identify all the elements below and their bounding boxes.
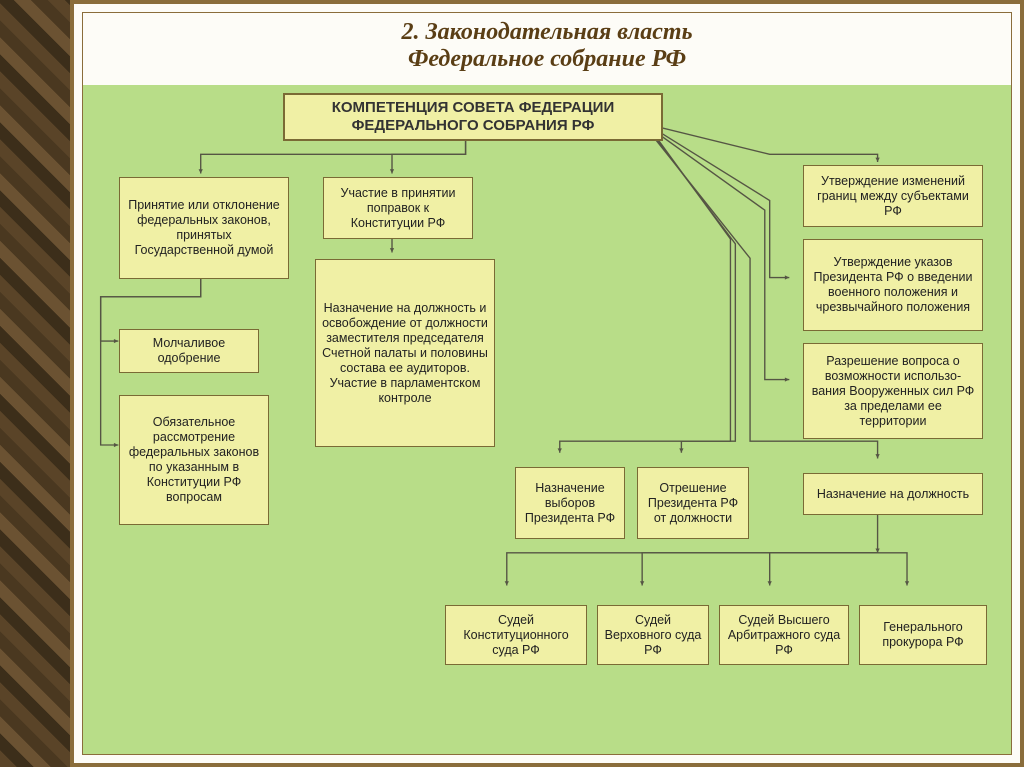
box-supreme-court: Судей Верховного суда РФ [597, 605, 709, 665]
box-armed-forces: Разрешение вопроса о возможности использ… [803, 343, 983, 439]
box-martial-law: Утверждение указов Президента РФ о вве­д… [803, 239, 983, 331]
box-appointments: Назначение на должность [803, 473, 983, 515]
box-audit-chamber: Назначение на должность и освобождение о… [315, 259, 495, 447]
title-line-2: Федеральное собрание РФ [83, 46, 1011, 73]
title-line-1: 2. Законодательная власть [83, 19, 1011, 46]
box-accept-reject-laws: Принятие или отклонение федеральных зако… [119, 177, 289, 279]
slide-frame: 2. Законодательная власть Федеральное со… [70, 0, 1024, 767]
box-silent-approval: Молчаливое одобрение [119, 329, 259, 373]
box-mandatory-review: Обязательное рассмотрение федеральных за… [119, 395, 269, 525]
diagram-area: КОМПЕТЕНЦИЯ СОВЕТА ФЕДЕРАЦИИ ФЕДЕРАЛЬНОГ… [83, 85, 1011, 754]
header-text: КОМПЕТЕНЦИЯ СОВЕТА ФЕДЕРАЦИИ ФЕДЕРАЛЬНОГ… [291, 99, 655, 135]
slide-inner: 2. Законодательная власть Федеральное со… [82, 12, 1012, 755]
box-constitution-amendments: Участие в принятии поправок к Конституци… [323, 177, 473, 239]
decorative-sidebar [0, 0, 70, 767]
box-border-changes: Утверждение изменений границ между субъе… [803, 165, 983, 227]
box-constitutional-court: Судей Конституционного суда РФ [445, 605, 587, 665]
box-arbitration-court: Судей Высшего Арбитражного суда РФ [719, 605, 849, 665]
header-box: КОМПЕТЕНЦИЯ СОВЕТА ФЕДЕРАЦИИ ФЕДЕРАЛЬНОГ… [283, 93, 663, 141]
box-prosecutor-general: Генерального прокурора РФ [859, 605, 987, 665]
box-president-removal: Отрешение Президента РФ от должности [637, 467, 749, 539]
slide-title: 2. Законодательная власть Федеральное со… [83, 13, 1011, 75]
box-president-elections: Назначение выборов Президента РФ [515, 467, 625, 539]
